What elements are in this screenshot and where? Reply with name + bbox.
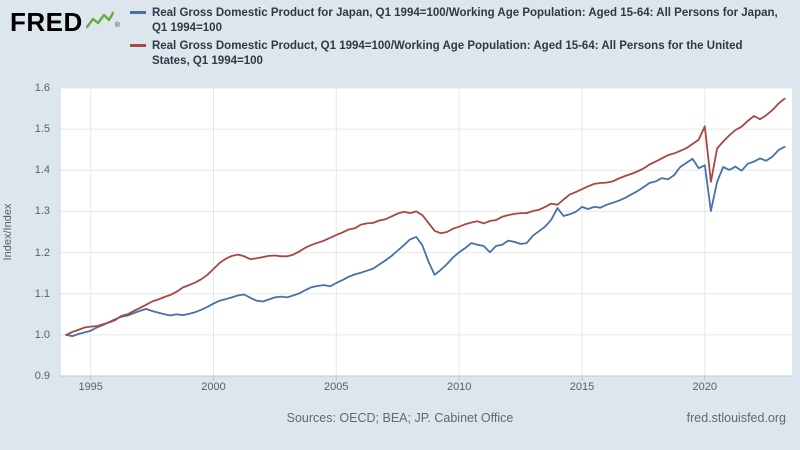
y-tick-label: 1.0 <box>34 328 50 341</box>
x-tick-label: 2000 <box>201 381 226 393</box>
x-tick-label: 2020 <box>692 381 718 393</box>
legend: Real Gross Domestic Product for Japan, Q… <box>129 6 782 72</box>
legend-label-united-states: Real Gross Domestic Product, Q1 1994=100… <box>151 39 743 67</box>
y-tick-label: 1.4 <box>34 164 50 177</box>
y-tick-label: 1.2 <box>34 246 50 259</box>
chart-header: FRED ® Real Gross Domestic Product for J… <box>10 6 792 72</box>
fred-logo[interactable]: FRED ® <box>10 9 120 35</box>
x-axis-tick-labels: 1995 2000 2005 2010 2015 2020 <box>60 381 792 395</box>
y-tick-label: 1.3 <box>34 205 50 218</box>
y-axis-tick-labels: 0.9 1.0 1.1 1.2 1.3 1.4 1.5 1.6 <box>0 82 54 384</box>
x-tick-label: 1995 <box>78 381 103 393</box>
y-tick-label: 0.9 <box>34 370 50 382</box>
fred-logo-text: FRED <box>10 7 83 37</box>
legend-label-japan: Real Gross Domestic Product for Japan, Q… <box>151 7 778 34</box>
fred-site-link[interactable]: fred.stlouisfed.org <box>686 411 786 425</box>
plot-background <box>60 88 792 376</box>
legend-item-japan: Real Gross Domestic Product for Japan, Q… <box>129 6 782 36</box>
x-tick-label: 2005 <box>324 381 349 393</box>
legend-item-united-states: Real Gross Domestic Product, Q1 1994=100… <box>129 39 782 69</box>
legend-line-swatch-united-states-icon <box>129 43 146 47</box>
y-tick-label: 1.5 <box>34 123 50 136</box>
x-tick-label: 2010 <box>446 381 472 393</box>
legend-line-swatch-japan-icon <box>129 11 146 14</box>
y-tick-label: 1.1 <box>34 287 50 300</box>
registered-trademark-icon: ® <box>114 22 120 29</box>
series-line-united-states <box>65 97 786 336</box>
x-tick-label: 2015 <box>569 381 595 393</box>
chart-footer: Sources: OECD; BEA; JP. Cabinet Office f… <box>0 411 800 431</box>
series-line-japan <box>65 145 786 338</box>
fred-logo-sparkline-icon <box>85 11 114 29</box>
sources-note: Sources: OECD; BEA; JP. Cabinet Office <box>286 411 514 425</box>
plot-area[interactable] <box>60 88 792 384</box>
y-tick-label: 1.6 <box>34 82 50 94</box>
